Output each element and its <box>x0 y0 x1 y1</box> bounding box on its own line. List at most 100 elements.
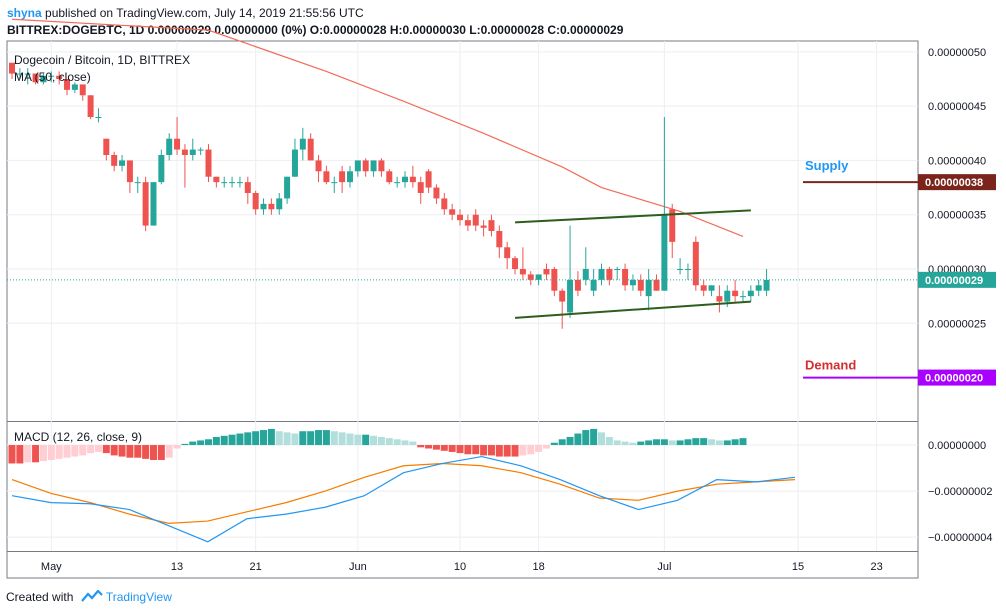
candle <box>747 285 754 302</box>
macd-histogram-bar <box>708 439 716 446</box>
candle-body <box>488 220 495 231</box>
last-price-tag-bg <box>918 271 996 288</box>
candle <box>134 176 141 193</box>
time-tick-label: 18 <box>532 561 544 573</box>
candle <box>464 214 471 231</box>
macd-histogram-bar <box>220 435 228 446</box>
macd-histogram-bar <box>425 445 433 449</box>
macd-histogram-bar <box>236 433 244 446</box>
macd-histogram-bar <box>519 445 527 456</box>
candle-body <box>79 84 86 96</box>
candle-body <box>354 160 361 172</box>
candle-body <box>402 176 408 183</box>
candle <box>331 176 338 193</box>
tradingview-brand[interactable]: TradingView <box>105 590 172 604</box>
demand-label: Demand <box>805 358 856 373</box>
candle <box>205 144 212 183</box>
author-name[interactable]: shyna <box>7 6 42 20</box>
candle-body <box>252 193 259 210</box>
macd-histogram-bar <box>228 434 236 446</box>
macd-histogram-bar <box>370 435 378 446</box>
candle <box>307 133 314 161</box>
macd-histogram-bar <box>723 440 731 446</box>
candle-body <box>567 279 574 313</box>
candle-body <box>724 290 731 302</box>
macd-histogram-bar <box>692 438 700 446</box>
candle-body <box>543 269 550 275</box>
candle-body <box>189 149 196 155</box>
candle-body <box>606 269 613 280</box>
candle <box>87 95 94 120</box>
macd-histogram-bar <box>134 445 142 458</box>
candle <box>323 165 330 185</box>
candle <box>174 117 181 155</box>
macd-histogram-bar <box>700 438 708 446</box>
candle-body <box>244 182 251 193</box>
candle <box>629 274 636 291</box>
candle-body <box>598 269 605 280</box>
macd-histogram-bar <box>739 438 747 446</box>
candle-body <box>677 269 684 270</box>
macd-histogram-bar <box>16 445 24 464</box>
candle-body <box>24 73 31 75</box>
candle-body <box>708 285 715 291</box>
candle <box>119 155 126 172</box>
macd-histogram-bar <box>393 439 401 446</box>
candle <box>472 209 479 231</box>
macd-histogram-bar <box>448 445 456 452</box>
candle-body <box>684 269 691 270</box>
candle-body <box>134 182 141 184</box>
macd-histogram-bar <box>181 443 189 446</box>
macd-legend: MACD (12, 26, close, 9) <box>14 430 142 444</box>
macd-histogram-bar <box>472 445 480 455</box>
publish-text: published on TradingView.com, July 14, 2… <box>45 6 364 20</box>
candle <box>504 241 511 269</box>
candle-body <box>95 117 102 118</box>
macd-histogram-bar <box>102 445 110 454</box>
candle <box>64 79 71 96</box>
candle <box>457 209 464 226</box>
candle <box>684 263 691 280</box>
candle <box>181 144 188 188</box>
macd-histogram-bar <box>558 439 566 446</box>
macd-histogram-bar <box>495 445 503 457</box>
candle-body <box>48 75 55 77</box>
candle <box>653 274 660 291</box>
candle <box>677 258 684 275</box>
candle <box>95 108 102 123</box>
candle <box>622 263 629 291</box>
candle-body <box>535 274 542 280</box>
candle <box>519 247 526 280</box>
candle-body <box>111 155 118 166</box>
macd-histogram-bar <box>260 430 268 446</box>
candle <box>284 176 291 204</box>
candle <box>512 255 519 275</box>
candle-body <box>519 269 526 275</box>
candle <box>362 158 369 177</box>
macd-histogram-bar <box>605 436 613 446</box>
tradingview-logo-icon[interactable] <box>80 589 103 605</box>
candle-body <box>346 171 353 183</box>
macd-histogram-bar <box>205 439 212 446</box>
candle <box>527 271 534 286</box>
candle-body <box>32 73 39 83</box>
macd-histogram-bar <box>582 430 590 446</box>
macd-histogram-bar <box>645 440 653 446</box>
candle <box>71 82 78 94</box>
last-price-tag: 0.00000029 <box>925 275 983 287</box>
macd-histogram-bar <box>8 445 16 464</box>
macd-histogram-bar <box>110 445 118 456</box>
candle-body <box>417 182 424 193</box>
candle <box>189 138 196 161</box>
candle <box>166 133 173 161</box>
candle-body <box>323 171 330 183</box>
macd-histogram-bar <box>142 445 150 459</box>
candle-body <box>669 209 676 242</box>
macd-histogram-bar <box>197 440 205 446</box>
time-tick-label: May <box>41 561 62 573</box>
candle-body <box>716 296 723 302</box>
macd-histogram-bar <box>676 440 684 446</box>
candle <box>158 149 165 185</box>
macd-histogram-bar <box>456 445 464 454</box>
